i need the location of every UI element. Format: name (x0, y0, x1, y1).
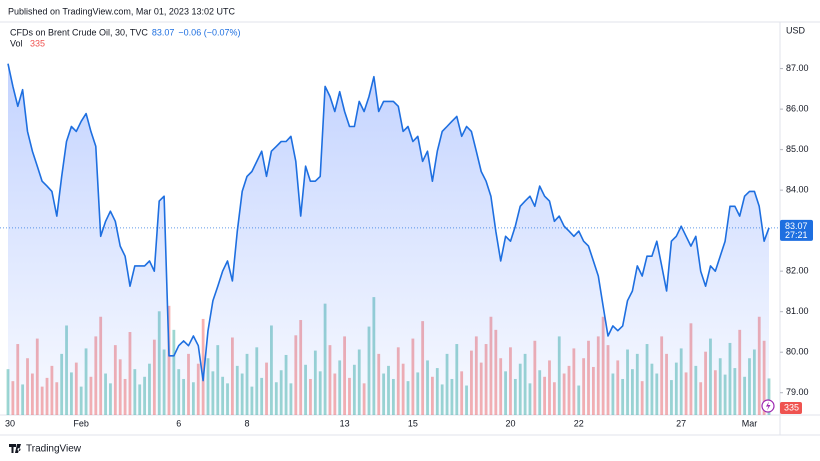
published-note: Published on TradingView.com, Mar 01, 20… (8, 6, 235, 16)
x-tick-label: 22 (574, 418, 584, 428)
x-tick-label: 6 (176, 418, 181, 428)
y-tick-label: 85.00 (786, 144, 809, 154)
price-tag (780, 219, 813, 241)
y-tick-label: 79.00 (786, 387, 809, 397)
y-tick-label: 84.00 (786, 185, 809, 195)
logo-text: TradingView (26, 444, 82, 455)
x-tick-label: Mar (742, 418, 758, 428)
volume-bar (201, 318, 205, 415)
price-area-fill (8, 63, 769, 415)
x-tick-label: 15 (408, 418, 418, 428)
currency-label: USD (786, 25, 806, 35)
x-tick-label: 13 (340, 418, 350, 428)
x-tick-label: 30 (5, 418, 15, 428)
alert-bolt (766, 401, 771, 411)
x-tick-label: 20 (505, 418, 515, 428)
legend-volume-name: Vol (10, 38, 23, 48)
price-area (7, 63, 770, 415)
legend-volume-value: 335 (30, 38, 45, 48)
price-line (7, 63, 770, 382)
volume-tag-value: 335 (784, 402, 799, 412)
legend-change: −0.06 (−0.07%) (178, 27, 240, 37)
axes: 79.0080.0081.0082.0083.0084.0085.0086.00… (0, 63, 813, 428)
x-tick-label: Feb (73, 418, 89, 428)
legend-symbol: CFDs on Brent Crude Oil, 30, TVC (10, 27, 148, 37)
y-tick-label: 82.00 (786, 266, 809, 276)
x-tick-label: 27 (676, 418, 686, 428)
x-tick-label: 8 (245, 418, 250, 428)
y-tick-label: 81.00 (786, 306, 809, 316)
price-tag-value: 83.07 (785, 221, 808, 231)
legend: CFDs on Brent Crude Oil, 30, TVC 83.07 −… (10, 27, 240, 48)
logo: TradingView (9, 444, 82, 455)
y-tick-label: 80.00 (786, 347, 809, 357)
y-tick-label: 86.00 (786, 103, 809, 113)
logo-icon (9, 444, 21, 453)
price-tag-countdown: 27:21 (785, 230, 808, 240)
volume-tag (780, 402, 802, 414)
y-tick-label: 87.00 (786, 63, 809, 73)
legend-price: 83.07 (152, 27, 175, 37)
